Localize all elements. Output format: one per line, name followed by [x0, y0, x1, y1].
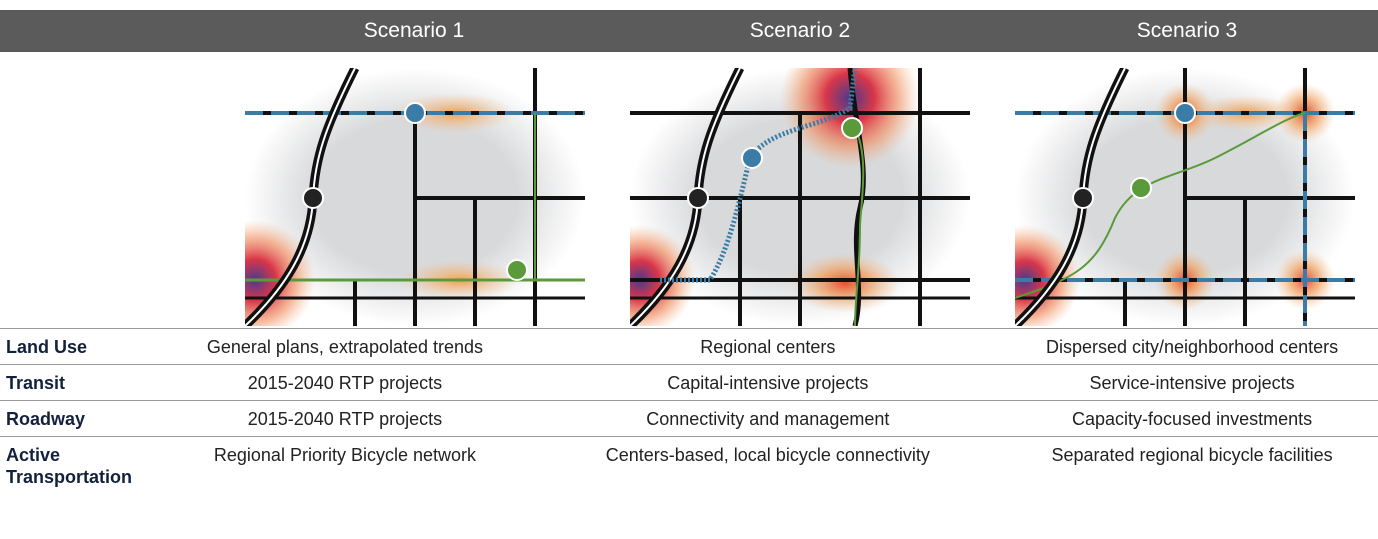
cell: 2015-2040 RTP projects: [160, 400, 530, 437]
cell: Dispersed city/neighborhood centers: [1006, 328, 1378, 365]
row-label: Roadway: [0, 400, 161, 437]
map-scenario-3: [1015, 68, 1355, 326]
column-header: Scenario 1: [363, 19, 465, 42]
cell: Connectivity and management: [529, 400, 1007, 437]
table-row: Active Transportation Regional Priority B…: [0, 436, 1378, 509]
table-row: Land Use General plans, extrapolated tren…: [0, 328, 1378, 365]
table-body: Land Use General plans, extrapolated tren…: [0, 328, 1378, 509]
row-label: Active Transportation: [0, 436, 161, 509]
scenario-table: Land Use General plans, extrapolated tren…: [0, 328, 1378, 509]
row-label: Transit: [0, 364, 161, 401]
cell: Regional Priority Bicycle network: [160, 436, 530, 509]
cell: Service-intensive projects: [1006, 364, 1378, 401]
cell: General plans, extrapolated trends: [160, 328, 530, 365]
map-scenario-2: [630, 68, 970, 326]
column-header: Scenario 2: [749, 19, 851, 42]
column-header: Scenario 3: [1136, 19, 1238, 42]
map-scenario-1: [245, 68, 585, 326]
cell: Regional centers: [529, 328, 1007, 365]
header-bar: Scenario 1 Scenario 2 Scenario 3: [0, 10, 1378, 52]
cell: Separated regional bicycle facilities: [1006, 436, 1378, 509]
table-row: Transit 2015-2040 RTP projects Capital-int…: [0, 364, 1378, 401]
cell: Capital-intensive projects: [529, 364, 1007, 401]
cell: 2015-2040 RTP projects: [160, 364, 530, 401]
table-row: Roadway 2015-2040 RTP projects Connectivit…: [0, 400, 1378, 437]
cell: Capacity-focused investments: [1006, 400, 1378, 437]
row-label: Land Use: [0, 328, 161, 365]
cell: Centers-based, local bicycle connectivit…: [529, 436, 1007, 509]
